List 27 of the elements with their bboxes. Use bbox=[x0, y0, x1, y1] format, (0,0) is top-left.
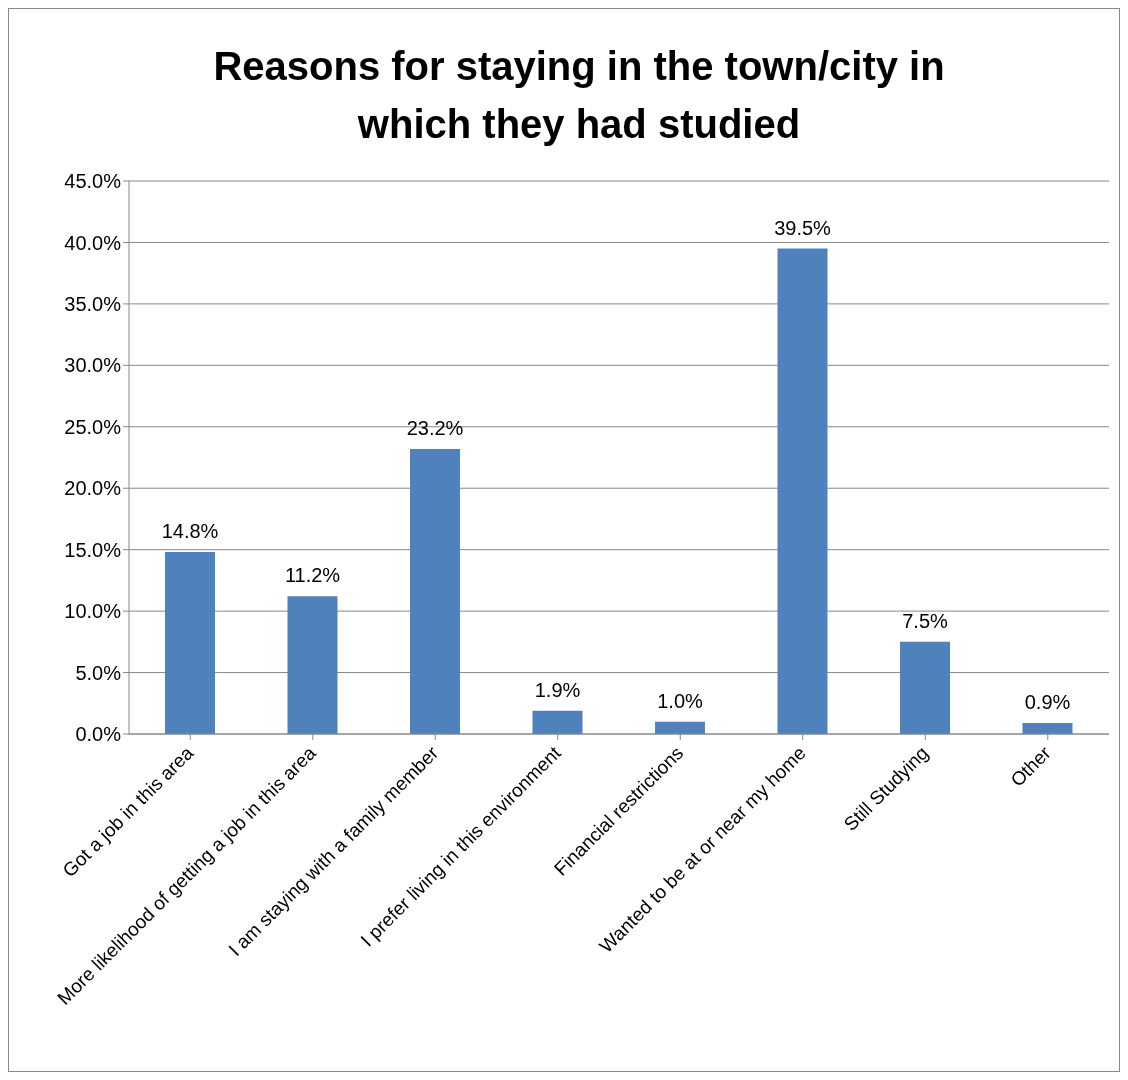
y-tick-label: 35.0% bbox=[64, 292, 122, 315]
bar bbox=[655, 721, 705, 734]
y-tick-label: 40.0% bbox=[64, 231, 122, 254]
y-tick-label: 0.0% bbox=[75, 723, 122, 746]
y-tick-label: 15.0% bbox=[64, 538, 122, 561]
bar bbox=[410, 448, 460, 734]
y-tick-label: 20.0% bbox=[64, 477, 122, 500]
bar bbox=[900, 641, 950, 734]
y-tick-label: 5.0% bbox=[75, 661, 122, 684]
bar bbox=[1022, 722, 1073, 734]
bar bbox=[287, 596, 338, 734]
data-label: 11.2% bbox=[284, 564, 341, 587]
data-label: 1.0% bbox=[657, 689, 704, 712]
bar bbox=[532, 710, 583, 734]
y-tick-label: 25.0% bbox=[64, 415, 122, 438]
chart-title: Reasons for staying in the town/city in which they had studied bbox=[212, 43, 946, 148]
y-tick-label: 30.0% bbox=[64, 354, 122, 377]
data-label: 1.9% bbox=[534, 678, 581, 701]
bar bbox=[777, 248, 828, 734]
data-label: 39.5% bbox=[774, 216, 832, 239]
data-label: 0.9% bbox=[1024, 690, 1071, 713]
y-tick-label: 45.0% bbox=[64, 170, 122, 193]
data-label: 23.2% bbox=[406, 416, 464, 439]
bar bbox=[165, 552, 215, 734]
data-label: 7.5% bbox=[902, 609, 949, 632]
data-label: 14.8% bbox=[161, 520, 219, 543]
y-tick-label: 10.0% bbox=[64, 600, 122, 623]
